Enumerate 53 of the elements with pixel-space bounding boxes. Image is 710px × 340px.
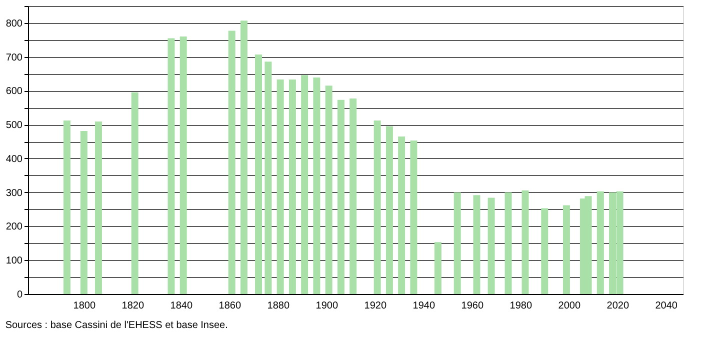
bar <box>276 80 284 294</box>
bar <box>473 195 480 294</box>
bar <box>434 242 442 294</box>
bar <box>131 92 138 294</box>
x-tick-label: 2040 <box>655 300 678 312</box>
bar <box>94 122 102 294</box>
bar <box>168 38 175 294</box>
bar <box>180 36 187 294</box>
x-tick-label: 1960 <box>461 300 484 312</box>
bar <box>488 198 495 294</box>
bar <box>325 86 332 294</box>
y-tick-label: 800 <box>6 18 23 30</box>
source-note: Sources : base Cassini de l'EHESS et base Insee. <box>5 320 228 331</box>
bar <box>504 192 512 294</box>
bar <box>410 140 418 294</box>
x-tick-label: 1940 <box>412 300 436 312</box>
bar <box>313 77 320 294</box>
bar <box>386 126 393 294</box>
x-tick-label: 1980 <box>510 300 532 312</box>
x-tick-label: 1800 <box>73 300 96 312</box>
x-tick-label: 1860 <box>218 300 242 312</box>
y-tick-label: 300 <box>6 188 23 199</box>
bar <box>562 205 570 294</box>
bar <box>240 20 248 294</box>
x-tick-label: 1920 <box>364 300 387 312</box>
y-tick-label: 700 <box>6 52 23 64</box>
x-tick-label: 2020 <box>606 300 630 312</box>
y-tick-label: 100 <box>6 256 23 267</box>
x-tick-label: 2000 <box>558 300 581 312</box>
bar <box>255 54 262 294</box>
bar <box>264 62 272 294</box>
x-tick-label: 1900 <box>316 300 338 312</box>
y-tick-label: 200 <box>6 222 23 233</box>
y-tick-label: 400 <box>6 154 23 165</box>
y-tick-label: 500 <box>6 120 23 132</box>
bar <box>350 98 357 294</box>
bar <box>541 208 548 294</box>
x-tick-label: 1840 <box>170 300 193 312</box>
bar <box>454 192 461 294</box>
bar <box>80 131 88 294</box>
bar <box>374 120 381 294</box>
bar <box>228 30 236 294</box>
bar <box>398 136 406 294</box>
y-tick-label: 600 <box>6 86 23 98</box>
bar <box>522 190 529 294</box>
bar <box>301 75 308 294</box>
bar <box>288 80 296 294</box>
bar <box>337 100 344 294</box>
x-tick-label: 1880 <box>267 300 290 312</box>
x-tick-label: 1820 <box>122 300 144 312</box>
bar <box>63 120 70 294</box>
y-tick-label: 0 <box>16 290 23 300</box>
bar <box>596 191 604 294</box>
